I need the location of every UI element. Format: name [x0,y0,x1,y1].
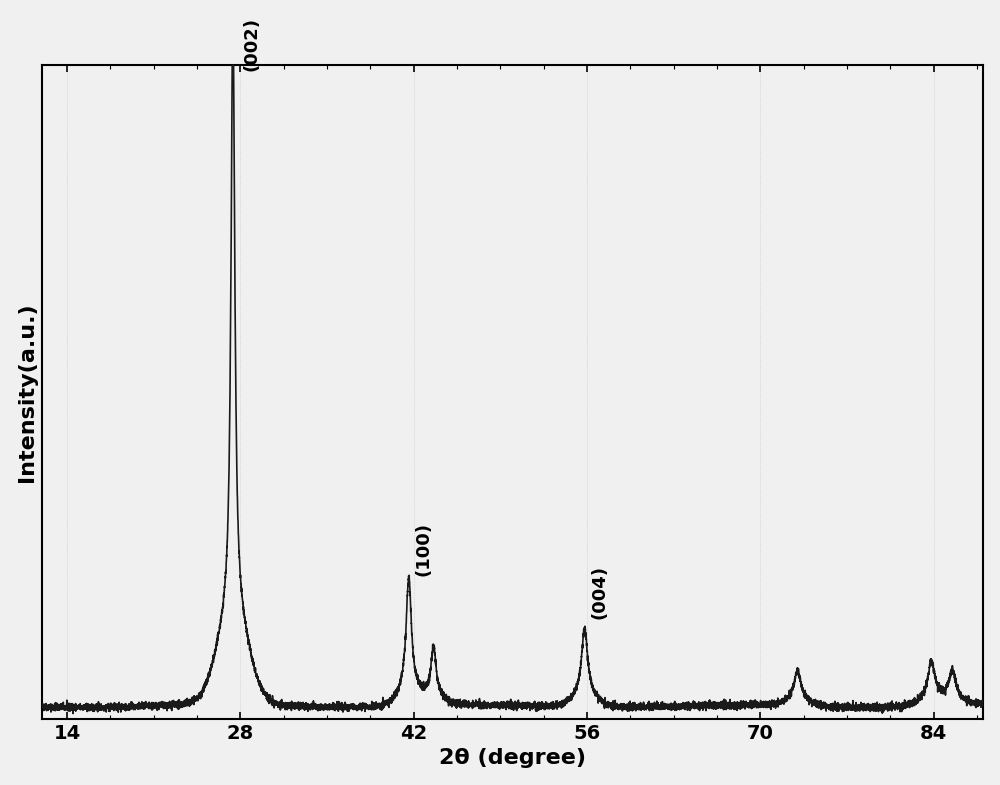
Y-axis label: Intensity(a.u.): Intensity(a.u.) [17,302,37,482]
Text: (004): (004) [591,565,609,619]
Text: (002): (002) [243,17,261,71]
X-axis label: 2θ (degree): 2θ (degree) [439,748,586,769]
Text: (100): (100) [415,522,433,575]
